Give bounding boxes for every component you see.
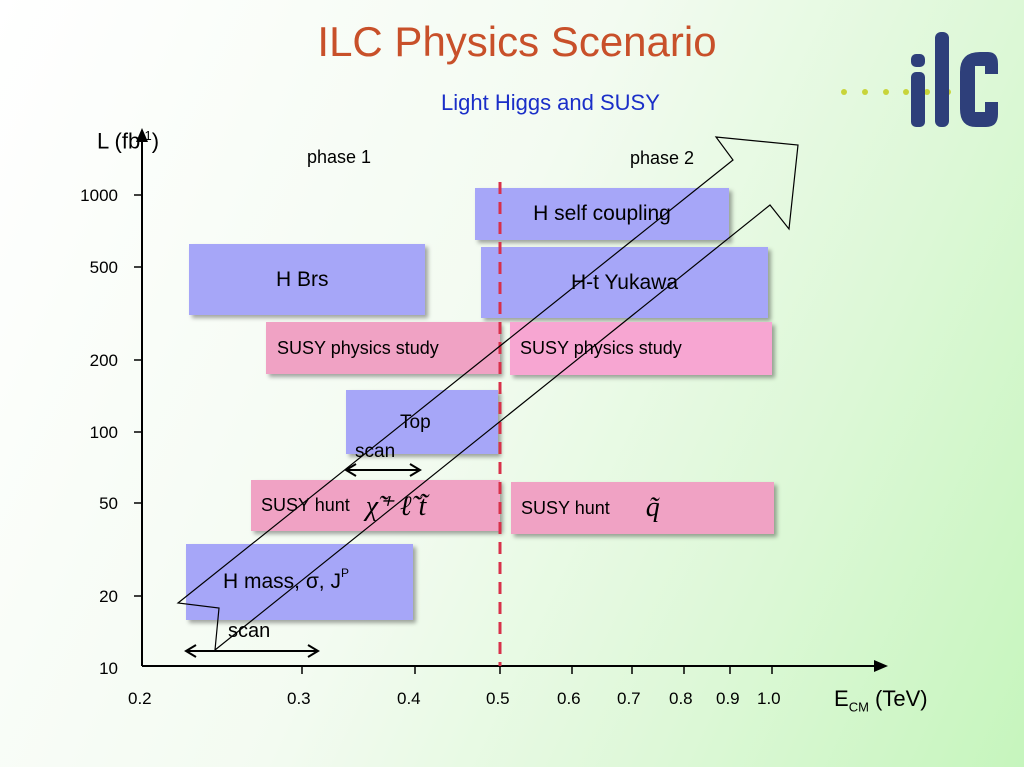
x-tick-label: 0.8 (669, 689, 693, 708)
susy-study-phase2-box: SUSY physics study (510, 322, 772, 375)
h-mass-sup: P (340, 566, 349, 580)
x-tick-label: 0.3 (287, 689, 311, 708)
squark-symbol: q̃ (645, 492, 660, 523)
x-axis-arrow-icon (874, 660, 888, 672)
x-label-sub: CM (848, 699, 869, 715)
y-axis-arrow-icon (136, 128, 148, 142)
susy-hunt-phase1-box: SUSY hunt χ̃⁺ ℓ̃ t̃ (251, 480, 500, 531)
susy-hunt-label: SUSY hunt (261, 495, 350, 515)
susy-hunt-label: SUSY hunt (521, 497, 610, 518)
h-mass-label: H mass, σ, J (223, 570, 341, 593)
h-t-yukawa-box: H-t Yukawa (481, 247, 768, 318)
x-axis-label: ECM (TeV) (834, 686, 928, 714)
phase-1-label: phase 1 (307, 147, 372, 167)
y-label-close: ) (151, 128, 160, 154)
y-tick-label: 50 (99, 494, 118, 513)
h-scan-label: scan (228, 620, 271, 642)
y-tick-label: 500 (89, 258, 118, 277)
x-tick-label: 0.7 (617, 689, 641, 708)
x-label-unit: (TeV) (868, 686, 928, 711)
y-tick-label: 10 (99, 659, 118, 678)
energy-upgrade-arrow-icon (176, 136, 799, 652)
top-scan-label: scan (355, 441, 396, 462)
y-axis-label: L (fb-1) (97, 128, 159, 154)
y-tick-label: 20 (99, 587, 118, 606)
ilc-logo (838, 32, 1018, 137)
x-tick-label: 1.0 (757, 689, 781, 708)
susy-hunt-phase2-box: SUSY hunt q̃ (511, 482, 774, 534)
h-scan-arrow-icon (184, 644, 320, 658)
x-label-text: E (834, 686, 849, 711)
slide-title: ILC Physics Scenario (317, 18, 717, 65)
x-tick-label: 0.9 (716, 689, 740, 708)
susy-study-phase1-box: SUSY physics study (266, 322, 500, 374)
susy-hunt-particles: χ̃⁺ ℓ̃ t̃ (365, 490, 427, 522)
y-label-text: L (fb (97, 128, 141, 154)
y-label-sup: -1 (140, 128, 152, 143)
y-ticks (134, 194, 142, 597)
h-brs-box: H Brs (189, 244, 425, 315)
x-tick-label: 0.6 (557, 689, 581, 708)
x-tick-label: 0.2 (128, 689, 152, 708)
x-tick-label: 0.5 (486, 689, 510, 708)
y-tick-label: 200 (89, 351, 118, 370)
x-ticks (301, 666, 773, 674)
ilc-logo-graphic (841, 32, 998, 127)
x-tick-label: 0.4 (397, 689, 421, 708)
y-tick-label: 100 (89, 423, 118, 442)
y-tick-label: 1000 (80, 186, 118, 205)
phase-2-label: phase 2 (630, 148, 695, 168)
slide-subtitle: Light Higgs and SUSY (441, 90, 660, 115)
top-scan-arrow-icon (344, 463, 422, 477)
